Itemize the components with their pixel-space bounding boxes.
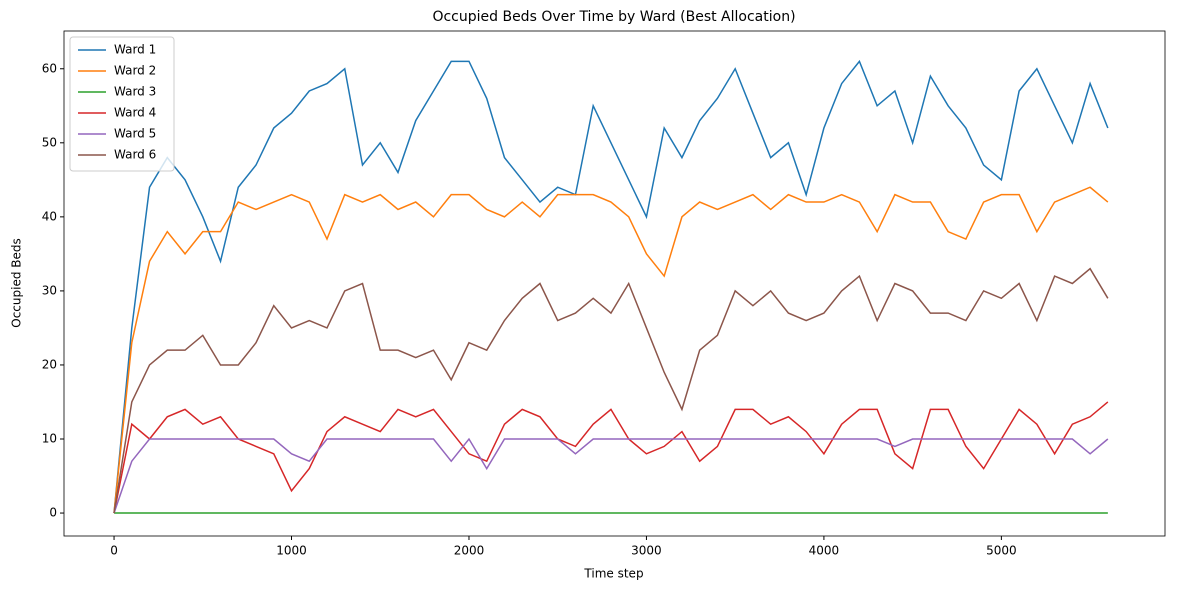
series-line (113, 186, 1109, 514)
y-tick-label: 0 (49, 506, 57, 520)
series-line (113, 267, 1109, 514)
series-line (113, 59, 1109, 514)
x-tick-label: 2000 (454, 544, 485, 558)
legend-label: Ward 6 (114, 148, 156, 162)
y-tick-label: 30 (42, 283, 57, 297)
y-axis-label: Occupied Beds (10, 238, 24, 328)
y-tick-label: 50 (42, 135, 57, 149)
plot-frame (63, 30, 1166, 537)
legend-label: Ward 3 (114, 85, 156, 99)
series-line (113, 437, 1109, 514)
x-tick-label: 4000 (809, 544, 840, 558)
y-tick-label: 60 (42, 61, 57, 75)
y-tick-label: 20 (42, 357, 57, 371)
legend-label: Ward 1 (114, 43, 156, 57)
x-tick-label: 0 (110, 544, 118, 558)
y-tick-label: 10 (42, 431, 57, 445)
legend-label: Ward 5 (114, 127, 156, 141)
x-tick-label: 1000 (276, 544, 307, 558)
legend-label: Ward 2 (114, 64, 156, 78)
x-tick-label: 5000 (986, 544, 1017, 558)
legend: Ward 1 Ward 2 Ward 3 Ward 4 Ward 5 Ward 6 (69, 36, 175, 172)
x-axis-label: Time step (583, 567, 643, 581)
chart-title: Occupied Beds Over Time by Ward (Best Al… (432, 9, 795, 25)
y-tick-label: 40 (42, 209, 57, 223)
legend-label: Ward 4 (114, 106, 156, 120)
series-line (113, 401, 1109, 514)
x-tick-label: 3000 (631, 544, 662, 558)
